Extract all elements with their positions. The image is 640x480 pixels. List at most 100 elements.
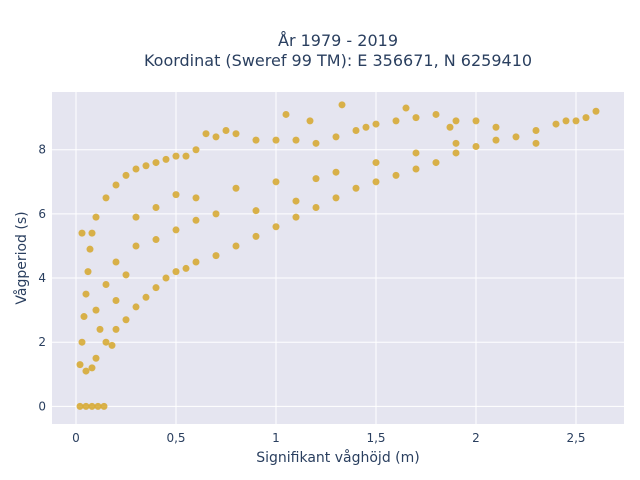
data-point [92, 306, 100, 314]
data-point [592, 107, 600, 115]
x-tick-label: 0,5 [166, 431, 185, 445]
data-point [252, 232, 260, 240]
y-tick-label: 2 [38, 335, 46, 349]
data-point [102, 338, 110, 346]
data-point [352, 184, 360, 192]
data-point [122, 171, 130, 179]
data-point [332, 194, 340, 202]
data-point [292, 136, 300, 144]
data-point [86, 245, 94, 253]
x-tick-labels: 0 0,5 1 1,5 2 2,5 [72, 431, 585, 445]
data-point [452, 117, 460, 125]
data-point [142, 162, 150, 170]
data-point [162, 155, 170, 163]
data-point [172, 268, 180, 276]
data-point [552, 120, 560, 128]
data-point [452, 139, 460, 147]
data-point [352, 126, 360, 134]
y-tick-label: 4 [38, 271, 46, 285]
data-point [112, 181, 120, 189]
data-point [292, 213, 300, 221]
x-tick-label: 2 [472, 431, 480, 445]
data-point [272, 136, 280, 144]
data-point [312, 203, 320, 211]
data-point [562, 117, 570, 125]
data-point [132, 165, 140, 173]
x-tick-label: 2,5 [566, 431, 585, 445]
chart-title-line-2: Koordinat (Sweref 99 TM): E 356671, N 62… [144, 51, 532, 70]
chart-title-line-1: År 1979 - 2019 [278, 31, 398, 50]
data-point [80, 313, 88, 321]
data-point [372, 178, 380, 186]
data-point [446, 123, 454, 131]
data-point [122, 271, 130, 279]
data-point [132, 213, 140, 221]
y-tick-labels: 0 2 4 6 8 [38, 143, 46, 414]
data-point [412, 165, 420, 173]
data-point [432, 159, 440, 167]
data-point [102, 194, 110, 202]
data-point [222, 126, 230, 134]
data-point [76, 361, 84, 369]
data-point [512, 133, 520, 141]
data-point [452, 149, 460, 157]
data-point [92, 213, 100, 221]
data-point [282, 110, 290, 118]
data-point [172, 226, 180, 234]
data-point [192, 216, 200, 224]
data-point [292, 197, 300, 205]
data-point [82, 367, 90, 375]
data-point [338, 101, 346, 109]
data-point [182, 264, 190, 272]
data-point [472, 143, 480, 151]
data-point [152, 284, 160, 292]
data-point [492, 136, 500, 144]
data-point [96, 325, 104, 333]
data-points [76, 101, 600, 410]
data-point [152, 203, 160, 211]
data-point [272, 178, 280, 186]
data-point [202, 130, 210, 138]
data-point [332, 133, 340, 141]
data-point [306, 117, 314, 125]
data-point [492, 123, 500, 131]
data-point [232, 130, 240, 138]
data-point [582, 114, 590, 122]
y-tick-label: 6 [38, 207, 46, 221]
data-point [412, 149, 420, 157]
data-point [232, 184, 240, 192]
data-point [142, 293, 150, 301]
data-point [182, 152, 190, 160]
data-point [88, 364, 96, 372]
data-point [100, 402, 108, 410]
data-point [108, 341, 116, 349]
data-point [412, 114, 420, 122]
data-point [192, 194, 200, 202]
data-point [76, 402, 84, 410]
plot-background [52, 92, 624, 424]
data-point [78, 229, 86, 237]
data-point [232, 242, 240, 250]
data-point [372, 159, 380, 167]
data-point [532, 139, 540, 147]
data-point [82, 290, 90, 298]
data-point [94, 402, 102, 410]
data-point [272, 223, 280, 231]
data-point [252, 136, 260, 144]
grid-lines [52, 92, 624, 424]
y-tick-label: 0 [38, 399, 46, 413]
data-point [312, 139, 320, 147]
data-point [362, 123, 370, 131]
data-point [572, 117, 580, 125]
data-point [84, 268, 92, 276]
data-point [252, 207, 260, 215]
data-point [472, 117, 480, 125]
data-point [122, 316, 130, 324]
data-point [88, 402, 96, 410]
data-point [112, 297, 120, 305]
x-tick-label: 0 [72, 431, 80, 445]
x-axis-title: Signifikant våghöjd (m) [256, 449, 419, 466]
x-tick-label: 1 [272, 431, 280, 445]
